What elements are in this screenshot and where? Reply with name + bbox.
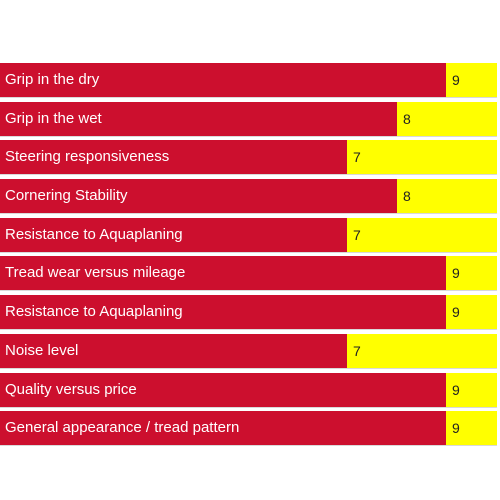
bar <box>0 140 347 175</box>
bar <box>0 63 446 97</box>
bar-row: Noise level 7 <box>0 333 497 369</box>
category-label: Resistance to Aquaplaning <box>5 303 183 321</box>
value-label: 7 <box>353 342 361 359</box>
bar <box>0 411 446 446</box>
value-label: 7 <box>353 149 361 166</box>
value-label: 8 <box>403 188 411 205</box>
category-label: Grip in the dry <box>5 71 100 88</box>
category-label: Noise level <box>5 341 79 359</box>
value-label: 9 <box>452 72 460 88</box>
value-label: 9 <box>452 265 460 282</box>
bar <box>0 179 397 214</box>
bar-row: Quality versus price 9 <box>0 372 497 408</box>
value-label: 7 <box>353 226 361 243</box>
bar <box>0 372 446 407</box>
bar <box>0 256 446 291</box>
category-label: Tread wear versus mileage <box>5 264 186 282</box>
bar <box>0 333 347 368</box>
bar-row: Cornering Stability 8 <box>0 179 497 215</box>
bar-row: Resistance to Aquaplaning 9 <box>0 295 497 331</box>
bar <box>0 217 347 252</box>
value-label: 9 <box>452 381 460 398</box>
bar <box>0 101 397 136</box>
category-label: General appearance / tread pattern <box>5 419 240 437</box>
bar-row: Tread wear versus mileage 9 <box>0 256 497 292</box>
bar-row: Steering responsiveness 7 <box>0 140 497 176</box>
value-label: 9 <box>452 420 460 437</box>
rating-bar-chart: Grip in the dry 9 Grip in the wet 8 Steering… <box>0 63 497 450</box>
category-label: Steering responsiveness <box>5 148 170 166</box>
category-label: Cornering Stability <box>5 187 128 205</box>
category-label: Quality versus price <box>5 380 137 398</box>
bar-row: Grip in the wet 8 <box>0 101 497 137</box>
value-label: 9 <box>452 304 460 321</box>
bar-row: General appearance / tread pattern 9 <box>0 411 497 447</box>
bar <box>0 295 446 330</box>
value-label: 8 <box>403 110 411 127</box>
category-label: Grip in the wet <box>5 109 102 127</box>
bar-row: Grip in the dry 9 <box>0 63 497 98</box>
bar-row: Resistance to Aquaplaning 7 <box>0 217 497 253</box>
category-label: Resistance to Aquaplaning <box>5 225 183 243</box>
